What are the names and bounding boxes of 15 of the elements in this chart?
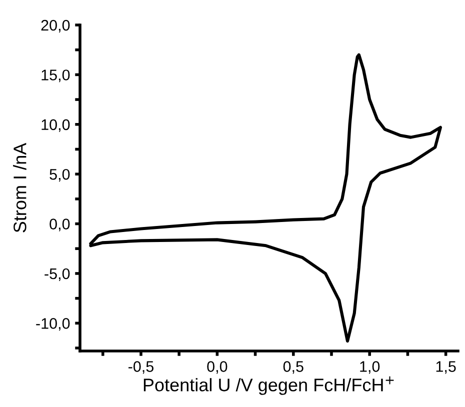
y-tick-label: 20,0 (41, 20, 70, 32)
x-axis-title: Potential U /V gegen FcH/FcH$^{+}$ (144, 376, 394, 395)
x-tick-label: 0,0 (207, 361, 228, 374)
y-tick-label: 0,0 (50, 218, 70, 232)
line-series (89, 53, 442, 343)
y-tick-label: -5,0 (44, 268, 70, 281)
y-tick-label: 15,0 (42, 70, 70, 82)
y-axis-title: Strom I /nA (13, 142, 26, 232)
x-tick-label: 1,5 (436, 361, 456, 374)
x-tick-label: 1,0 (360, 361, 380, 374)
y-tick-label: 10,0 (42, 119, 70, 132)
y-tick-label: -10,0 (36, 318, 70, 331)
x-tick-label: -0,5 (128, 361, 154, 374)
y-tick-label: 5,0 (50, 168, 70, 182)
x-tick-label: 0,5 (283, 361, 304, 374)
